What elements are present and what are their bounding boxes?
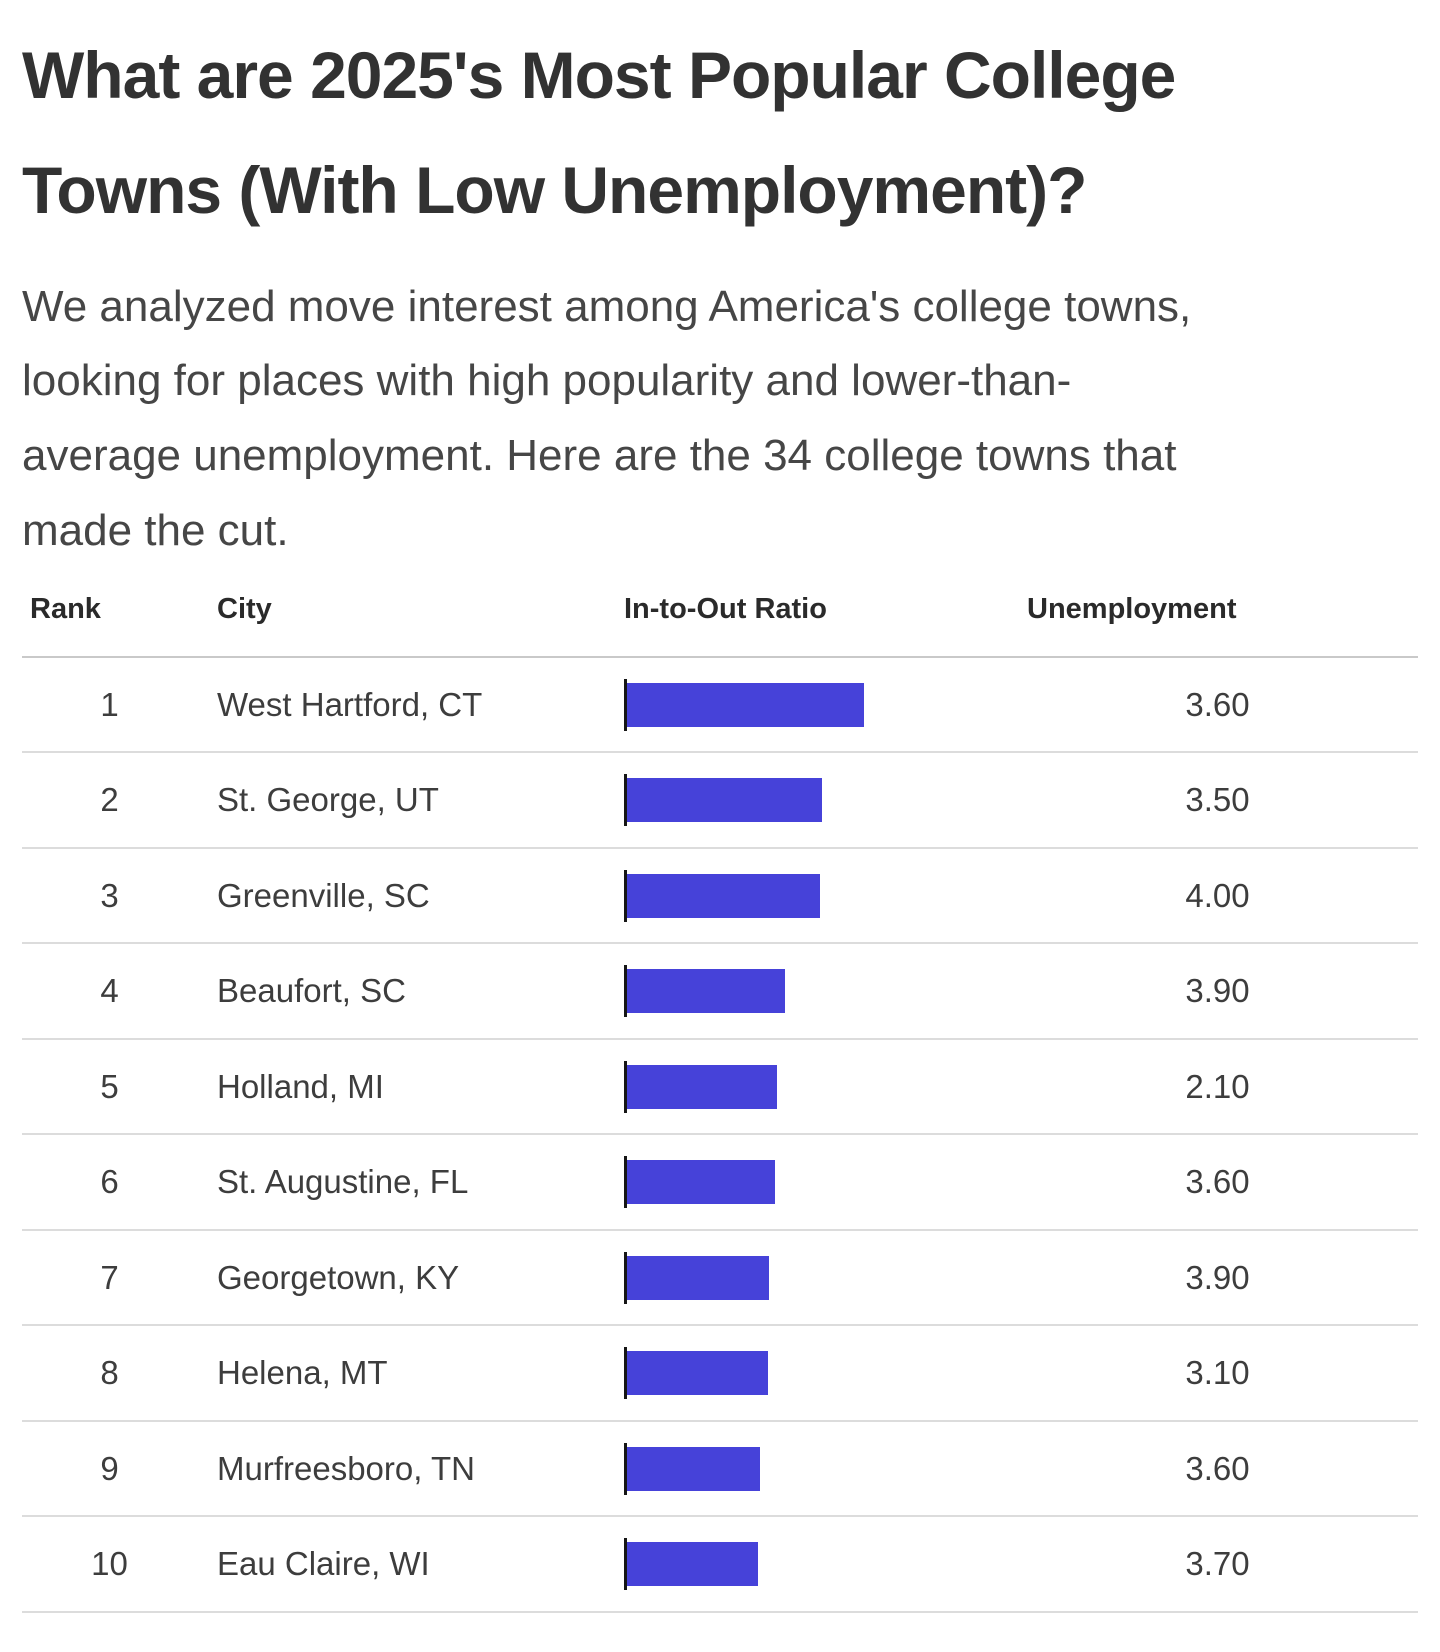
bar-axis-tick [624, 1347, 627, 1400]
city-cell: West Hartford, CT [217, 685, 483, 723]
bar-axis-tick [624, 1156, 627, 1209]
table-header-row: Rank City In-to-Out Ratio Unemployment [22, 583, 1418, 658]
ratio-bar-cell [597, 869, 1017, 922]
rank-cell: 2 [100, 781, 119, 819]
city-cell: Holland, MI [217, 1067, 384, 1105]
column-header-in-to-out-ratio: In-to-Out Ratio [624, 592, 827, 625]
city-cell: Georgetown, KY [217, 1258, 460, 1296]
table-row: 2 St. George, UT 3.50 [22, 753, 1418, 849]
ratio-bar-cell [597, 678, 1017, 731]
bar-axis-tick [624, 1060, 627, 1113]
city-cell: Greenville, SC [217, 876, 430, 914]
page-title: What are 2025's Most Popular College Tow… [22, 38, 1176, 227]
rank-cell: 8 [100, 1354, 119, 1392]
ratio-bar-cell [597, 1442, 1017, 1495]
rank-cell: 1 [100, 685, 119, 723]
unemployment-cell: 3.50 [1185, 781, 1250, 819]
table-row: 9 Murfreesboro, TN 3.60 [22, 1422, 1418, 1518]
ratio-bar [627, 682, 864, 727]
city-cell: Murfreesboro, TN [217, 1449, 475, 1487]
bar-axis-tick [624, 678, 627, 731]
city-cell: St. Augustine, FL [217, 1163, 469, 1201]
ratio-bar-cell [597, 1538, 1017, 1591]
bar-axis-tick [624, 1442, 627, 1495]
ratio-bar [627, 969, 785, 1014]
rank-cell: 5 [100, 1067, 119, 1105]
unemployment-cell: 3.60 [1185, 1449, 1250, 1487]
ratio-bar-cell [597, 1156, 1017, 1209]
column-header-city: City [217, 592, 272, 625]
bar-axis-tick [624, 1251, 627, 1304]
ratio-bar [627, 1255, 769, 1300]
city-cell: Eau Claire, WI [217, 1545, 430, 1583]
table-body: 1 West Hartford, CT 3.60 2 St. George, U… [22, 658, 1418, 1613]
ratio-bar-cell [597, 965, 1017, 1018]
city-cell: Beaufort, SC [217, 972, 406, 1010]
unemployment-cell: 4.00 [1185, 876, 1250, 914]
unemployment-cell: 3.60 [1185, 1163, 1250, 1201]
ratio-bar-cell [597, 1060, 1017, 1113]
ratio-bar-cell [597, 1251, 1017, 1304]
page: What are 2025's Most Popular College Tow… [0, 18, 1440, 1613]
unemployment-cell: 2.10 [1185, 1067, 1250, 1105]
page-subtitle: We analyzed move interest among America'… [22, 281, 1192, 556]
ratio-bar [627, 1064, 777, 1109]
ratio-bar-cell [597, 1347, 1017, 1400]
rank-cell: 7 [100, 1258, 119, 1296]
table-row: 4 Beaufort, SC 3.90 [22, 944, 1418, 1040]
college-towns-table: Rank City In-to-Out Ratio Unemployment 1… [22, 583, 1418, 1613]
rank-cell: 6 [100, 1163, 119, 1201]
column-header-unemployment: Unemployment [1027, 592, 1237, 625]
rank-cell: 4 [100, 972, 119, 1010]
bar-axis-tick [624, 869, 627, 922]
unemployment-cell: 3.90 [1185, 972, 1250, 1010]
bar-axis-tick [624, 965, 627, 1018]
city-cell: St. George, UT [217, 781, 439, 819]
bar-axis-tick [624, 1538, 627, 1591]
table-row: 7 Georgetown, KY 3.90 [22, 1231, 1418, 1327]
rank-cell: 3 [100, 876, 119, 914]
rank-cell: 9 [100, 1449, 119, 1487]
ratio-bar [627, 778, 822, 823]
bar-axis-tick [624, 774, 627, 827]
unemployment-cell: 3.70 [1185, 1545, 1250, 1583]
table-row: 3 Greenville, SC 4.00 [22, 849, 1418, 945]
unemployment-cell: 3.10 [1185, 1354, 1250, 1392]
table-row: 10 Eau Claire, WI 3.70 [22, 1517, 1418, 1613]
ratio-bar [627, 1160, 775, 1205]
ratio-bar [627, 1446, 760, 1491]
column-header-rank: Rank [30, 592, 101, 625]
unemployment-cell: 3.60 [1185, 685, 1250, 723]
table-row: 6 St. Augustine, FL 3.60 [22, 1135, 1418, 1231]
ratio-bar [627, 1351, 768, 1396]
ratio-bar-cell [597, 774, 1017, 827]
rank-cell: 10 [91, 1545, 128, 1583]
table-row: 5 Holland, MI 2.10 [22, 1040, 1418, 1136]
table-row: 1 West Hartford, CT 3.60 [22, 658, 1418, 754]
unemployment-cell: 3.90 [1185, 1258, 1250, 1296]
table-row: 8 Helena, MT 3.10 [22, 1326, 1418, 1422]
ratio-bar [627, 1542, 758, 1587]
city-cell: Helena, MT [217, 1354, 388, 1392]
ratio-bar [627, 873, 820, 918]
